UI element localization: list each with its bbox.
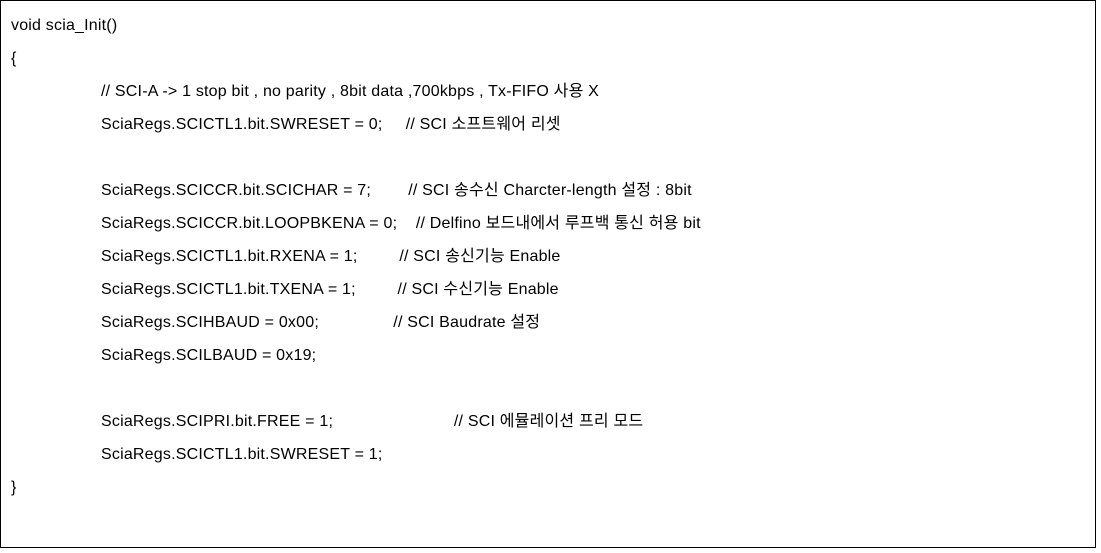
code-line-comment-header: // SCI-A -> 1 stop bit , no parity , 8bi… [11,75,1085,108]
code-line-loopbkena: SciaRegs.SCICCR.bit.LOOPBKENA = 0; // De… [11,207,1085,240]
code-line-func-decl: void scia_Init() [11,9,1085,42]
code-line-scipri-free: SciaRegs.SCIPRI.bit.FREE = 1; // SCI 에뮬레… [11,405,1085,438]
code-line-swreset-1: SciaRegs.SCICTL1.bit.SWRESET = 1; [11,438,1085,471]
code-box: void scia_Init() { // SCI-A -> 1 stop bi… [0,0,1096,548]
code-line-rxena: SciaRegs.SCICTL1.bit.RXENA = 1; // SCI 송… [11,240,1085,273]
blank-line [11,141,1085,174]
code-line-scichar: SciaRegs.SCICCR.bit.SCICHAR = 7; // SCI … [11,174,1085,207]
code-line-scihbaud: SciaRegs.SCIHBAUD = 0x00; // SCI Baudrat… [11,306,1085,339]
code-line-close-brace: } [11,471,1085,504]
code-line-txena: SciaRegs.SCICTL1.bit.TXENA = 1; // SCI 수… [11,273,1085,306]
blank-line [11,372,1085,405]
code-line-swreset-0: SciaRegs.SCICTL1.bit.SWRESET = 0; // SCI… [11,108,1085,141]
code-line-open-brace: { [11,42,1085,75]
code-line-scilbaud: SciaRegs.SCILBAUD = 0x19; [11,339,1085,372]
